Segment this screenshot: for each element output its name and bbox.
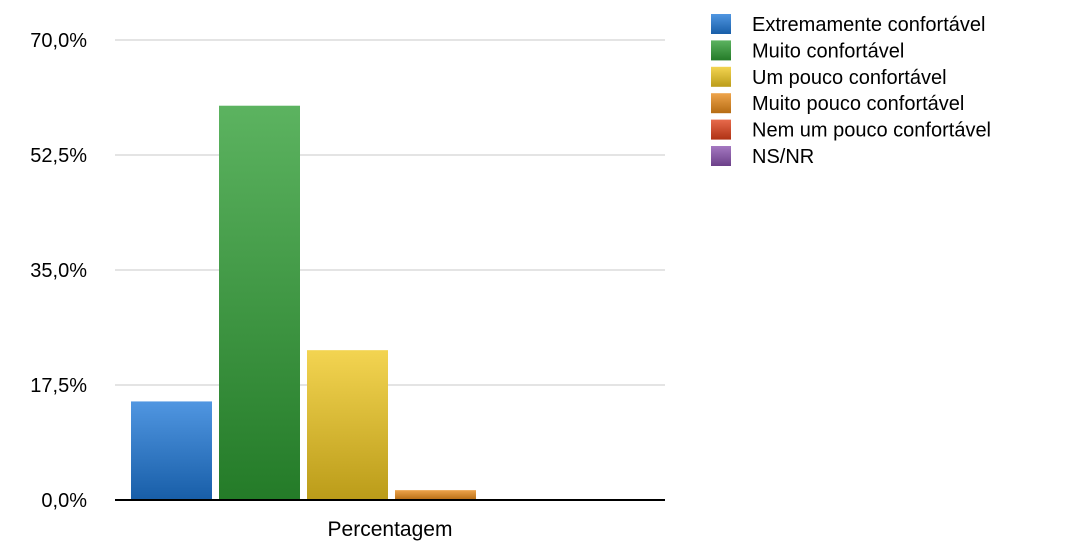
y-tick-label: 0,0%	[41, 490, 87, 512]
legend-item: Muito pouco confortável	[711, 93, 964, 115]
legend-item: Nem um pouco confortável	[711, 119, 991, 142]
bar-1	[131, 401, 212, 500]
legend-item: Um pouco confortável	[711, 66, 947, 89]
legend-label: Nem um pouco confortável	[752, 120, 991, 142]
legend: Extremamente confortável Muito confortáve…	[711, 14, 991, 168]
legend-label: Extremamente confortável	[752, 14, 985, 36]
legend-label: Um pouco confortável	[752, 67, 947, 89]
y-tick-label: 35,0%	[30, 260, 87, 282]
legend-label: NS/NR	[752, 146, 814, 168]
legend-swatch	[711, 146, 731, 166]
y-tick-label: 17,5%	[30, 375, 87, 397]
legend-item: NS/NR	[711, 146, 814, 168]
y-tick-label: 70,0%	[30, 30, 87, 52]
legend-swatch	[711, 93, 731, 114]
bar-3	[307, 350, 388, 500]
legend-swatch	[711, 14, 731, 34]
legend-swatch	[711, 66, 731, 87]
legend-swatch	[711, 40, 731, 61]
legend-swatch	[711, 119, 731, 140]
axes: 0,0% 17,5% 35,0% 52,5% 70,0% Percentagem	[30, 30, 665, 541]
gridlines	[115, 39, 665, 386]
legend-label: Muito pouco confortável	[752, 93, 964, 115]
bar-2	[219, 105, 300, 500]
y-tick-label: 52,5%	[30, 145, 87, 167]
bar-4	[395, 490, 476, 500]
legend-item: Muito confortável	[711, 40, 904, 62]
x-category-label: Percentagem	[328, 518, 453, 541]
legend-label: Muito confortável	[752, 40, 904, 62]
bars	[131, 105, 476, 500]
legend-item: Extremamente confortável	[711, 14, 985, 36]
